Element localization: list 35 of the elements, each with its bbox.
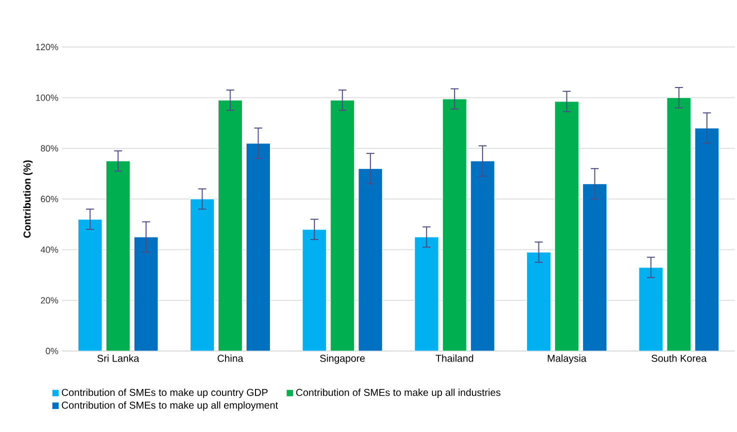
y-tick-label: 80%	[40, 145, 58, 152]
y-tick-label: 100%	[36, 94, 58, 101]
y-axis-title: Contribution (%)	[23, 160, 33, 238]
x-tick-label: South Korea	[652, 354, 707, 362]
x-tick-label: Sri Lanka	[97, 354, 140, 362]
bar	[78, 218, 102, 351]
bar	[414, 236, 439, 351]
legend-label: Contribution of SMEs to make up all industries	[296, 388, 500, 398]
bar	[694, 128, 720, 351]
bar	[246, 142, 271, 351]
bar	[302, 229, 327, 351]
y-tick-label: 40%	[40, 246, 58, 253]
y-tick-label: 60%	[40, 196, 58, 202]
y-tick-label: 0%	[46, 348, 58, 354]
bar	[106, 160, 130, 351]
bar	[666, 97, 692, 351]
bar	[134, 236, 158, 351]
x-tick-label: Singapore	[320, 354, 365, 364]
bar	[582, 184, 608, 351]
bar	[442, 98, 467, 351]
x-tick-label: China	[218, 354, 244, 362]
bar	[358, 168, 383, 351]
legend-label: Contribution of SMEs to make up country GDP	[62, 388, 268, 398]
bar	[554, 101, 580, 351]
bar	[330, 100, 355, 351]
x-tick-label: Thailand	[436, 354, 474, 362]
x-tick-label: Malaysia	[548, 354, 586, 364]
y-tick-label: 120%	[36, 44, 58, 50]
bar	[218, 100, 243, 351]
bar	[190, 198, 215, 351]
bar	[526, 252, 552, 351]
bar	[470, 160, 495, 351]
legend-label: Contribution of SMEs to make up all employment	[62, 401, 278, 411]
y-tick-label: 20%	[40, 297, 58, 304]
bar	[638, 267, 664, 351]
